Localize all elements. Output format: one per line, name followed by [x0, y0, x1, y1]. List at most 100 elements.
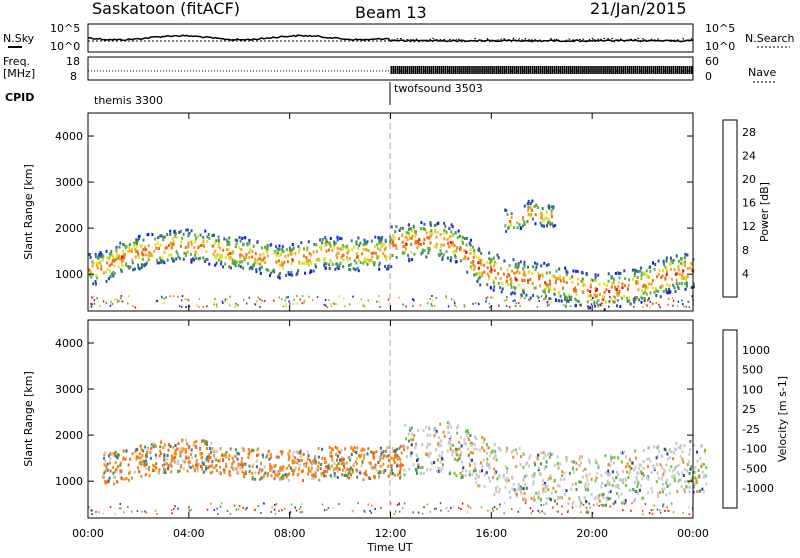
velocity-cell [609, 497, 612, 500]
power-cell [497, 282, 500, 285]
velocity-cell [136, 510, 139, 512]
power-cell [514, 262, 517, 266]
nave-bar [624, 66, 626, 74]
power-cell [569, 277, 572, 281]
velocity-cell [613, 503, 615, 506]
velocity-cell [542, 479, 545, 483]
power-colorbar-tick: 4 [742, 267, 749, 280]
nave-bar [676, 66, 679, 74]
power-cell [516, 221, 519, 225]
velocity-cell [625, 484, 627, 487]
power-cell [382, 242, 385, 246]
nave-bar [626, 66, 629, 74]
velocity-cell [254, 471, 257, 475]
velocity-cell [606, 473, 609, 477]
power-cell [307, 263, 310, 267]
power-cell [442, 253, 445, 257]
power-cell [342, 265, 345, 269]
power-cell [623, 294, 626, 298]
power-cell [379, 305, 381, 308]
power-cell [335, 254, 338, 257]
velocity-cell [596, 502, 599, 506]
power-cell [119, 241, 122, 245]
velocity-cell [243, 472, 245, 475]
power-cell [597, 299, 600, 302]
nave-bar [457, 66, 459, 74]
velocity-cell [347, 468, 350, 472]
power-cell [228, 243, 231, 247]
power-cell [446, 237, 449, 241]
power-cell [614, 271, 617, 275]
velocity-cell [171, 512, 173, 515]
power-cell [582, 283, 585, 287]
power-cell [673, 268, 676, 272]
power-cell [542, 289, 545, 293]
velocity-cell [582, 503, 585, 506]
velocity-cell [308, 458, 311, 462]
nave-bar [517, 66, 520, 74]
power-cell [362, 247, 365, 251]
power-cell [443, 221, 446, 225]
power-cell [307, 240, 310, 244]
power-cell [531, 199, 534, 203]
power-cell [523, 220, 526, 224]
power-cell [573, 289, 576, 293]
velocity-cell [638, 488, 641, 492]
power-cell [412, 224, 415, 228]
power-cell [636, 270, 639, 273]
power-cell [378, 239, 381, 243]
velocity-cell [389, 472, 392, 475]
velocity-cell [127, 506, 129, 508]
velocity-cell [499, 449, 502, 452]
power-cell [401, 251, 404, 255]
velocity-cell [95, 510, 97, 513]
velocity-cell [502, 473, 505, 477]
power-cell [194, 253, 196, 257]
velocity-cell [247, 456, 250, 459]
power-cell [136, 249, 139, 253]
power-cell [319, 238, 322, 242]
power-cell [335, 262, 338, 266]
velocity-cell [253, 508, 256, 511]
power-cell [431, 299, 434, 302]
power-ytick-label: 2000 [55, 222, 83, 235]
velocity-cell [571, 483, 574, 487]
velocity-cell [664, 469, 667, 473]
velocity-cell [451, 453, 454, 457]
velocity-cell [322, 471, 325, 475]
power-cell [237, 304, 239, 307]
velocity-cell [506, 470, 508, 474]
velocity-cell [234, 454, 237, 458]
power-cell [151, 233, 154, 237]
velocity-cell [349, 466, 352, 470]
velocity-cell [512, 449, 515, 453]
velocity-cell [474, 466, 477, 470]
power-cell [450, 223, 453, 227]
velocity-cell [208, 456, 211, 460]
power-cell [255, 270, 258, 274]
velocity-cell [697, 475, 700, 479]
velocity-cell [325, 474, 327, 478]
velocity-cell [548, 476, 551, 480]
power-cell [640, 295, 642, 298]
power-cell [667, 303, 669, 306]
velocity-cell [128, 470, 131, 474]
velocity-cell [592, 504, 595, 507]
power-cell [616, 293, 619, 297]
velocity-cell [628, 472, 631, 476]
power-cell [534, 261, 536, 265]
velocity-cell [578, 464, 581, 467]
power-cell [435, 235, 438, 239]
nave-bar [455, 66, 457, 74]
power-cell [187, 232, 190, 236]
power-cell [378, 255, 381, 259]
power-cell [474, 302, 477, 305]
power-cell [394, 230, 397, 234]
velocity-cell [409, 454, 412, 458]
power-cell [536, 295, 539, 298]
power-cell [520, 226, 522, 230]
velocity-cell [515, 492, 518, 496]
power-cell [488, 251, 491, 255]
velocity-cell [466, 511, 469, 513]
power-cell [446, 297, 448, 300]
